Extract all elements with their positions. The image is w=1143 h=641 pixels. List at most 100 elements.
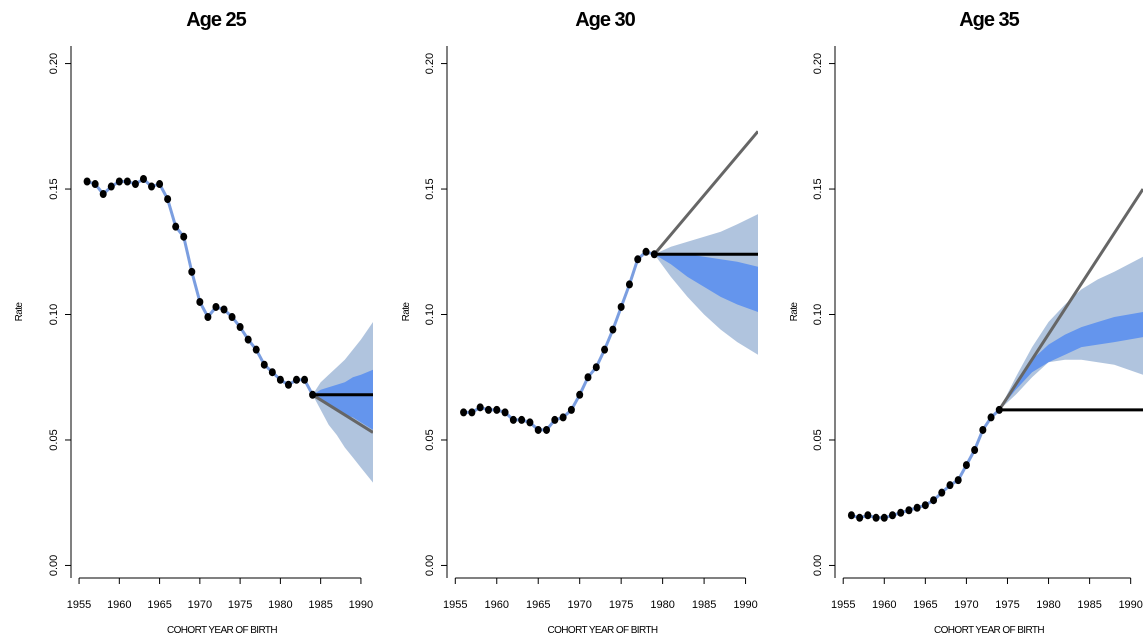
trend-projection-line: [311, 393, 373, 434]
observed-point: [905, 506, 913, 515]
observed-point: [204, 313, 212, 322]
observed-point: [650, 250, 658, 259]
observed-point: [897, 508, 905, 517]
x-tick-label: 1960: [485, 599, 509, 611]
y-tick-label: 0.05: [424, 429, 436, 450]
observed-point: [301, 375, 309, 384]
observed-point: [971, 446, 979, 455]
observed-point: [864, 511, 872, 520]
observed-point: [946, 481, 954, 490]
observed-point: [139, 175, 147, 183]
x-tick-label: 1955: [831, 599, 855, 611]
observed-point: [212, 302, 220, 311]
observed-point: [484, 405, 492, 414]
observed-point: [872, 513, 880, 522]
observed-point: [164, 195, 172, 204]
y-axis-label: Rate: [401, 302, 412, 322]
observed-point: [642, 247, 650, 256]
chart-title: Age 30: [575, 9, 635, 31]
observed-point: [276, 375, 284, 384]
y-tick-label: 0.10: [812, 304, 824, 325]
observed-point: [634, 255, 642, 264]
fitted-line: [86, 177, 314, 396]
x-tick-label: 1980: [268, 599, 292, 611]
observed-point: [476, 403, 484, 412]
x-tick-label: 1985: [692, 599, 716, 611]
x-tick-label: 1965: [526, 599, 550, 611]
observed-point: [534, 425, 542, 434]
observed-point: [268, 368, 276, 377]
y-tick-label: 0.15: [424, 178, 436, 199]
chart-title: Age 35: [959, 9, 1019, 31]
x-tick-label: 1965: [147, 599, 171, 611]
observed-point: [131, 180, 139, 189]
observed-point: [576, 390, 584, 399]
chart-panel-2: Age 30 0.00 0.05 0.10 0.15 0.20 1955 1960 1965 19…: [401, 9, 758, 636]
fitted-line: [463, 250, 655, 432]
y-tick-label: 0.00: [424, 555, 436, 576]
observed-point: [148, 182, 156, 191]
x-tick-label: 1975: [228, 599, 252, 611]
trend-projection-line: [998, 188, 1143, 411]
y-tick-label: 0.00: [812, 555, 824, 576]
observed-point: [493, 405, 501, 414]
x-tick-label: 1960: [872, 599, 896, 611]
y-tick-label: 0.10: [48, 304, 60, 325]
observed-point: [979, 425, 987, 434]
plot-area: [847, 188, 1143, 522]
x-axis-label: COHORT YEAR OF BIRTH: [547, 625, 657, 636]
y-tick-label: 0.20: [424, 53, 436, 74]
x-axis-label: COHORT YEAR OF BIRTH: [167, 625, 277, 636]
x-tick-label: 1965: [913, 599, 937, 611]
observed-point: [930, 496, 938, 505]
observed-point: [543, 425, 551, 434]
x-tick-label: 1990: [1118, 599, 1142, 611]
x-axis-label: COHORT YEAR OF BIRTH: [934, 625, 1044, 636]
y-tick-label: 0.20: [812, 53, 824, 74]
inner-forecast-band: [312, 369, 373, 430]
chart-panel-3: Age 35 0.00 0.05 0.10 0.15 0.20 1955 1960 1965 19…: [789, 9, 1143, 636]
x-tick-label: 1975: [609, 599, 633, 611]
y-tick-label: 0.05: [48, 429, 60, 450]
observed-point: [551, 415, 559, 424]
observed-point: [260, 360, 268, 369]
inner-forecast-band: [999, 312, 1143, 410]
observed-point: [518, 415, 526, 424]
observed-point: [995, 405, 1003, 414]
trend-projection-line: [653, 130, 758, 256]
observed-point: [938, 488, 946, 497]
plot-area: [460, 130, 758, 434]
y-tick-label: 0.05: [812, 429, 824, 450]
observed-point: [856, 513, 864, 522]
y-tick-label: 0.20: [48, 53, 60, 74]
x-tick-label: 1955: [67, 599, 91, 611]
observed-point: [526, 418, 534, 427]
observed-point: [625, 280, 633, 289]
observed-point: [962, 461, 970, 470]
observed-point: [196, 297, 204, 306]
plot-area: [83, 175, 373, 483]
y-axis-label: Rate: [789, 302, 800, 322]
x-tick-label: 1955: [443, 599, 467, 611]
y-axis-label: Rate: [14, 302, 25, 322]
observed-point: [123, 177, 131, 186]
observed-point: [880, 513, 888, 522]
observed-point: [501, 408, 509, 417]
observed-point: [567, 405, 575, 414]
observed-point: [292, 375, 300, 384]
x-tick-label: 1990: [349, 599, 373, 611]
observed-point: [252, 345, 260, 354]
observed-point: [99, 190, 107, 199]
observed-point: [460, 408, 468, 417]
observed-point: [954, 476, 962, 485]
inner-forecast-band: [654, 254, 758, 312]
y-tick-label: 0.15: [48, 178, 60, 199]
observed-point: [847, 511, 855, 520]
y-tick-label: 0.10: [424, 304, 436, 325]
observed-point: [83, 177, 91, 186]
observed-point: [609, 325, 617, 334]
chart-panel-1: Age 25 0.00 0.05 0.10 0.15 0.20 1955 1960 1965 19…: [14, 9, 373, 636]
x-tick-label: 1980: [1036, 599, 1060, 611]
y-tick-label: 0.15: [812, 178, 824, 199]
y-tick-label: 0.00: [48, 555, 60, 576]
